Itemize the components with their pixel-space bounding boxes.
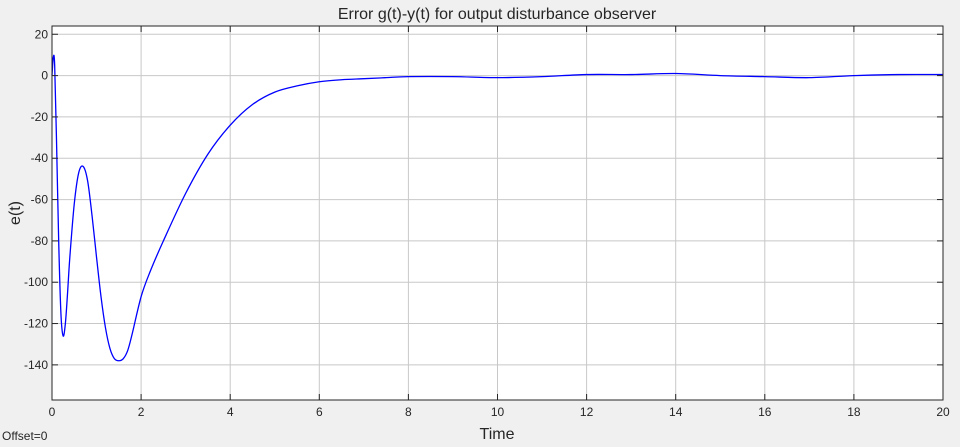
- grid: [51, 26, 944, 400]
- x-tick-label: 16: [758, 405, 772, 419]
- x-tick-label: 18: [847, 405, 861, 419]
- x-tick-label: 8: [405, 405, 412, 419]
- y-axis-label: e(t): [7, 201, 24, 225]
- x-tick-label: 4: [227, 405, 234, 419]
- y-tick-label: 0: [41, 69, 48, 83]
- ticks: 0 2 4 6 8 10 12 14 16 18 20 20 0 -20 -40 -60 -80 -100 -120…: [24, 26, 950, 419]
- y-tick-label: -60: [31, 193, 49, 207]
- x-tick-label: 0: [49, 405, 56, 419]
- x-axis-label: Time: [480, 426, 515, 443]
- y-tick-label: -120: [24, 317, 48, 331]
- y-tick-label: -80: [31, 234, 49, 248]
- y-tick-label: -20: [31, 110, 49, 124]
- y-tick-label: -100: [24, 275, 48, 289]
- series-line: [51, 54, 944, 362]
- chart-title: Error g(t)-y(t) for output disturbance o…: [338, 6, 657, 23]
- y-tick-label: -40: [31, 151, 49, 165]
- series-layer: [51, 54, 944, 362]
- offset-label: Offset=0: [2, 429, 48, 443]
- x-tick-label: 14: [669, 405, 683, 419]
- y-tick-label: 20: [35, 27, 49, 41]
- x-tick-label: 12: [580, 405, 594, 419]
- y-tick-label: -140: [24, 358, 48, 372]
- x-tick-label: 2: [138, 405, 145, 419]
- x-tick-label: 10: [491, 405, 505, 419]
- x-tick-label: 20: [936, 405, 950, 419]
- x-tick-label: 6: [316, 405, 323, 419]
